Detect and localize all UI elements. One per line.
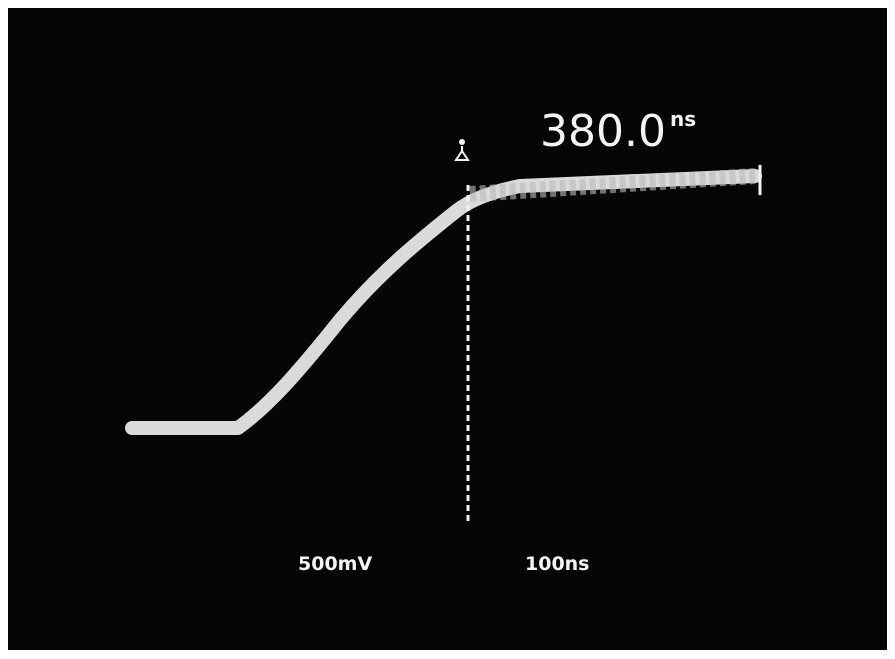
time-per-div: 100ns [525,553,590,575]
screen-background [8,8,887,650]
readout-unit: ns [670,107,696,131]
readout-value: 380.0 [540,106,666,157]
oscilloscope-screen: 380.0 ns 500mV 100ns [0,0,895,659]
page: 380.0 ns 500mV 100ns (() => { const data… [0,0,895,659]
volts-per-div: 500mV [298,553,372,575]
